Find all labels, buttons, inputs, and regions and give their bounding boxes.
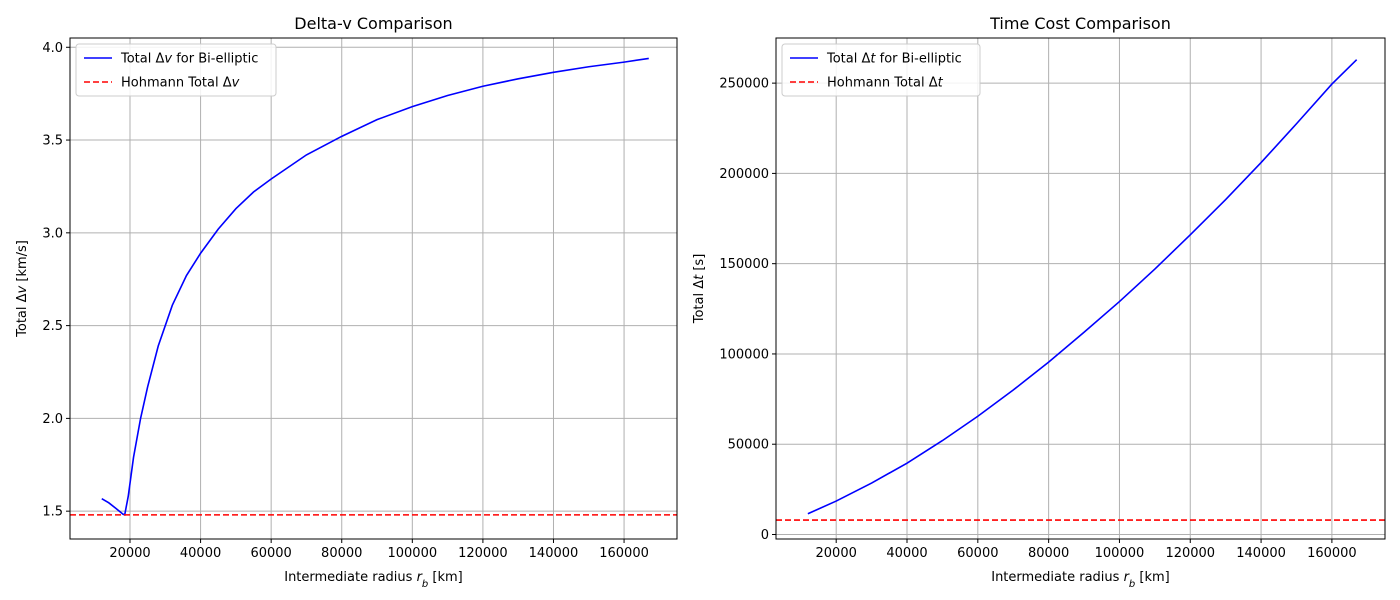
y-tick-label: 4.0: [42, 41, 63, 56]
y-tick-label: 200000: [719, 167, 769, 182]
y-tick-label: 150000: [719, 257, 769, 272]
x-tick-label: 20000: [816, 546, 857, 561]
legend: Total Δv for Bi-elliptic Hohmann Total Δv: [75, 43, 277, 97]
plot-frame: [69, 37, 678, 540]
chart-2: 20000 40000 60000 80000 100000 120000 140000 16…: [692, 14, 1386, 590]
y-tick-label: 50000: [728, 438, 769, 453]
y-tick-label: 3.5: [42, 134, 63, 149]
grid: [70, 38, 677, 539]
x-tick-label: 80000: [1028, 546, 1069, 561]
x-tick-label: 160000: [599, 546, 649, 561]
y-tick-label: 2.5: [42, 319, 63, 334]
x-tick-label: 160000: [1307, 546, 1357, 561]
y-axis-label: Total Δt [s]: [692, 254, 707, 325]
y-tick-label: 0: [761, 528, 769, 543]
legend-label: Hohmann Total Δt: [827, 76, 944, 91]
x-tick-label: 80000: [321, 546, 362, 561]
x-tick-label: 40000: [180, 546, 221, 561]
legend-box: [781, 43, 981, 97]
y-tick-label: 250000: [719, 77, 769, 92]
legend-label: Total Δv for Bi-elliptic: [120, 52, 258, 67]
x-tick-label: 20000: [109, 546, 150, 561]
y-tick-label: 3.0: [42, 226, 63, 241]
chart-title: Delta-v Comparison: [294, 14, 452, 33]
x-tick-label: 60000: [250, 546, 291, 561]
x-tick-label: 140000: [529, 546, 579, 561]
legend-label: Hohmann Total Δv: [121, 76, 240, 91]
chart-1: 20000 40000 60000 80000 100000 120000 140000 16…: [15, 14, 678, 590]
legend-box: [75, 43, 277, 97]
x-axis-label: Intermediate radius rb [km]: [991, 570, 1170, 590]
y-tick-label: 100000: [719, 347, 769, 362]
legend: Total Δt for Bi-elliptic Hohmann Total Δt: [781, 43, 981, 97]
series-bi-elliptic-line: [807, 59, 1358, 515]
y-tick-label: 2.0: [42, 412, 63, 427]
y-tick-label: 1.5: [42, 505, 63, 520]
x-tick-label: 60000: [957, 546, 998, 561]
x-tick-label: 120000: [1165, 546, 1215, 561]
y-axis-label: Total Δv [km/s]: [15, 240, 30, 338]
x-tick-label: 140000: [1236, 546, 1286, 561]
x-tick-label: 40000: [886, 546, 927, 561]
x-tick-label: 120000: [458, 546, 508, 561]
plot-frame: [775, 37, 1386, 540]
chart-title: Time Cost Comparison: [989, 14, 1171, 33]
x-axis-label: Intermediate radius rb [km]: [284, 570, 463, 590]
x-tick-label: 100000: [387, 546, 437, 561]
x-tick-label: 100000: [1095, 546, 1145, 561]
legend-label: Total Δt for Bi-elliptic: [826, 52, 962, 67]
series-bi-elliptic-line: [101, 57, 649, 517]
